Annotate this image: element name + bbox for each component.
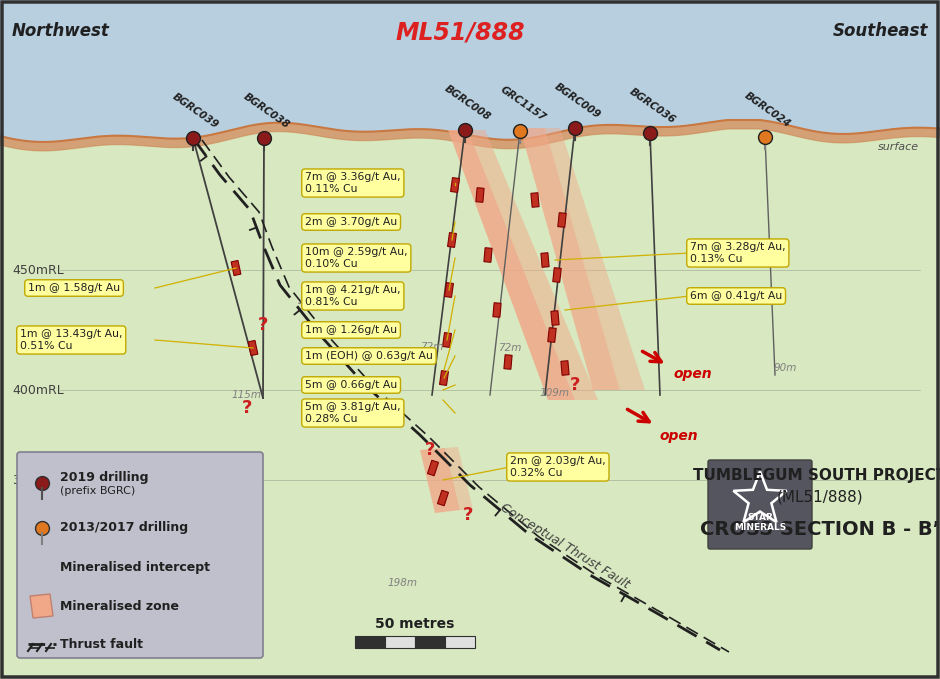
Polygon shape [504,354,512,369]
Bar [415,636,445,648]
Polygon shape [476,187,484,202]
Text: GRC1157: GRC1157 [498,84,548,123]
Text: 2m @ 3.70g/t Au: 2m @ 3.70g/t Au [305,217,398,227]
Polygon shape [445,282,453,297]
Polygon shape [447,233,457,247]
Text: 115m: 115m [232,390,262,400]
Text: 350mRL: 350mRL [12,473,64,486]
Polygon shape [440,371,448,386]
Text: (prefix BGRC): (prefix BGRC) [60,486,135,496]
Text: 198m: 198m [388,578,418,588]
Text: 2m @ 2.03g/t Au,
0.32% Cu: 2m @ 2.03g/t Au, 0.32% Cu [510,456,605,478]
Polygon shape [450,178,460,192]
Text: CROSS SECTION B - B’: CROSS SECTION B - B’ [700,520,940,539]
Polygon shape [445,447,473,510]
Polygon shape [551,311,559,325]
Text: 1m @ 4.21g/t Au,
0.81% Cu: 1m @ 4.21g/t Au, 0.81% Cu [305,285,400,307]
Polygon shape [484,248,493,262]
Text: 450mRL: 450mRL [12,263,64,276]
Polygon shape [231,261,241,276]
Text: Conceptual Thrust Fault: Conceptual Thrust Fault [498,500,632,591]
Text: ?: ? [242,399,252,417]
Text: TUMBLEGUM SOUTH PROJECT: TUMBLEGUM SOUTH PROJECT [694,468,940,483]
Text: 1m @ 1.26g/t Au: 1m @ 1.26g/t Au [305,325,397,335]
Polygon shape [428,460,438,476]
Polygon shape [30,594,53,618]
Text: (ML51/888): (ML51/888) [776,490,863,505]
Polygon shape [520,128,620,390]
Text: ML51/888: ML51/888 [395,20,525,44]
Polygon shape [0,120,940,151]
FancyBboxPatch shape [17,452,263,658]
Text: 2019 drilling: 2019 drilling [60,471,149,485]
Polygon shape [531,193,540,207]
Text: Mineralised zone: Mineralised zone [60,600,179,612]
Text: 45m: 45m [298,298,321,308]
Polygon shape [448,130,575,400]
Polygon shape [557,213,566,227]
Text: 7m @ 3.36g/t Au,
0.11% Cu: 7m @ 3.36g/t Au, 0.11% Cu [305,172,400,194]
Text: 72m: 72m [498,343,522,353]
Text: Northwest: Northwest [12,22,110,40]
Text: BGRC024: BGRC024 [744,90,792,129]
Text: ?: ? [425,441,435,459]
Polygon shape [443,333,451,348]
Text: 72m: 72m [420,342,444,352]
Text: 50 metres: 50 metres [375,617,455,631]
Polygon shape [545,128,645,390]
FancyBboxPatch shape [708,460,812,549]
Polygon shape [248,340,258,356]
Bar [445,636,475,648]
Text: BGRC036: BGRC036 [628,86,678,125]
Text: open: open [673,367,712,381]
Text: Mineralised intercept: Mineralised intercept [60,562,210,574]
Polygon shape [468,130,598,400]
Text: open: open [660,429,698,443]
Text: ?: ? [462,506,473,524]
Text: 90m: 90m [774,363,797,373]
Bar [385,636,415,648]
Text: BGRC039: BGRC039 [171,91,221,130]
Polygon shape [493,303,501,317]
Text: 1m @ 1.58g/t Au: 1m @ 1.58g/t Au [28,283,120,293]
Text: BGRC038: BGRC038 [243,91,292,130]
Text: STAR
MINERALS: STAR MINERALS [734,513,786,532]
Text: 5m @ 3.81g/t Au,
0.28% Cu: 5m @ 3.81g/t Au, 0.28% Cu [305,402,400,424]
Polygon shape [36,557,48,579]
Text: 1m @ 13.43g/t Au,
0.51% Cu: 1m @ 13.43g/t Au, 0.51% Cu [20,329,122,351]
Text: 10m @ 2.59g/t Au,
0.10% Cu: 10m @ 2.59g/t Au, 0.10% Cu [305,247,408,269]
Text: Southeast: Southeast [833,22,928,40]
Polygon shape [420,448,460,513]
Polygon shape [540,253,549,268]
Text: surface: surface [878,142,919,152]
Text: ?: ? [570,376,580,394]
Text: 2013/2017 drilling: 2013/2017 drilling [60,521,188,534]
Polygon shape [437,490,448,506]
Text: BGRC009: BGRC009 [553,81,603,120]
Text: 6m @ 0.41g/t Au: 6m @ 0.41g/t Au [690,291,782,301]
Text: BGRC008: BGRC008 [443,83,493,122]
Polygon shape [0,0,940,142]
Polygon shape [553,268,561,282]
Text: 5m @ 0.66g/t Au: 5m @ 0.66g/t Au [305,380,398,390]
Polygon shape [548,328,556,342]
Bar [355,636,385,648]
Text: 1m (EOH) @ 0.63g/t Au: 1m (EOH) @ 0.63g/t Au [305,351,433,361]
Text: ?: ? [258,316,268,334]
Text: 7m @ 3.28g/t Au,
0.13% Cu: 7m @ 3.28g/t Au, 0.13% Cu [690,242,786,264]
Text: 109m: 109m [540,388,570,398]
Text: Thrust fault: Thrust fault [60,638,143,650]
Polygon shape [561,361,569,375]
Text: 400mRL: 400mRL [12,384,64,397]
